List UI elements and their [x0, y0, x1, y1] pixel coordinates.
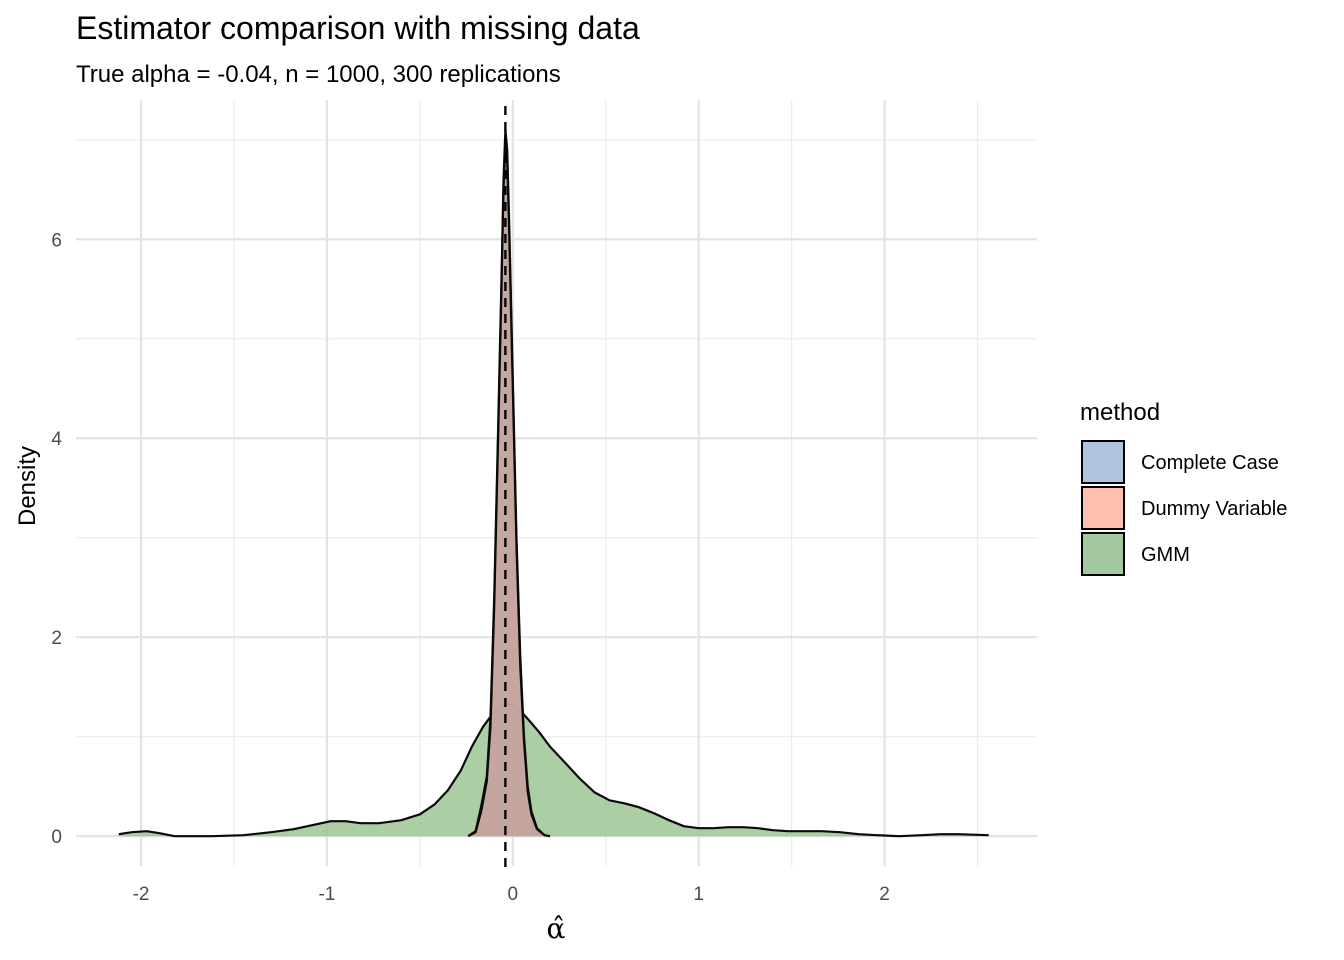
legend-key-complete-case: [1081, 440, 1125, 484]
y-axis-title: Density: [14, 446, 41, 526]
density-area-gmm: [118, 703, 989, 837]
density-line-dummy-variable: [467, 143, 551, 838]
y-tick-label: 6: [51, 230, 62, 251]
legend-label-dummy-variable: Dummy Variable: [1141, 498, 1287, 520]
y-tick-label: 2: [51, 628, 62, 649]
legend-title: method: [1080, 399, 1160, 426]
y-tick-label: 4: [51, 429, 62, 450]
x-tick-label: -2: [133, 884, 150, 905]
legend: method Complete Case Dummy Variable GMM: [1080, 399, 1287, 576]
x-tick-label: 0: [508, 884, 519, 905]
y-axis-ticks: 0 2 4 6: [51, 230, 62, 848]
x-tick-label: -1: [318, 884, 335, 905]
x-tick-label: 2: [879, 884, 890, 905]
legend-label-complete-case: Complete Case: [1141, 452, 1279, 474]
y-tick-label: 0: [51, 827, 62, 848]
x-axis-ticks: -2 -1 0 1 2: [133, 884, 890, 905]
chart-subtitle: True alpha = -0.04, n = 1000, 300 replic…: [76, 61, 561, 88]
chart-title: Estimator comparison with missing data: [76, 10, 640, 46]
density-area-dummy-variable: [468, 144, 550, 837]
legend-key-gmm: [1081, 532, 1125, 576]
grid-lines: [76, 100, 1037, 866]
x-tick-label: 1: [693, 884, 704, 905]
density-areas: [118, 128, 989, 838]
legend-label-gmm: GMM: [1141, 544, 1190, 566]
density-line-gmm: [118, 702, 989, 838]
legend-key-dummy-variable: [1081, 486, 1125, 530]
x-axis-title: α̂: [547, 912, 566, 945]
